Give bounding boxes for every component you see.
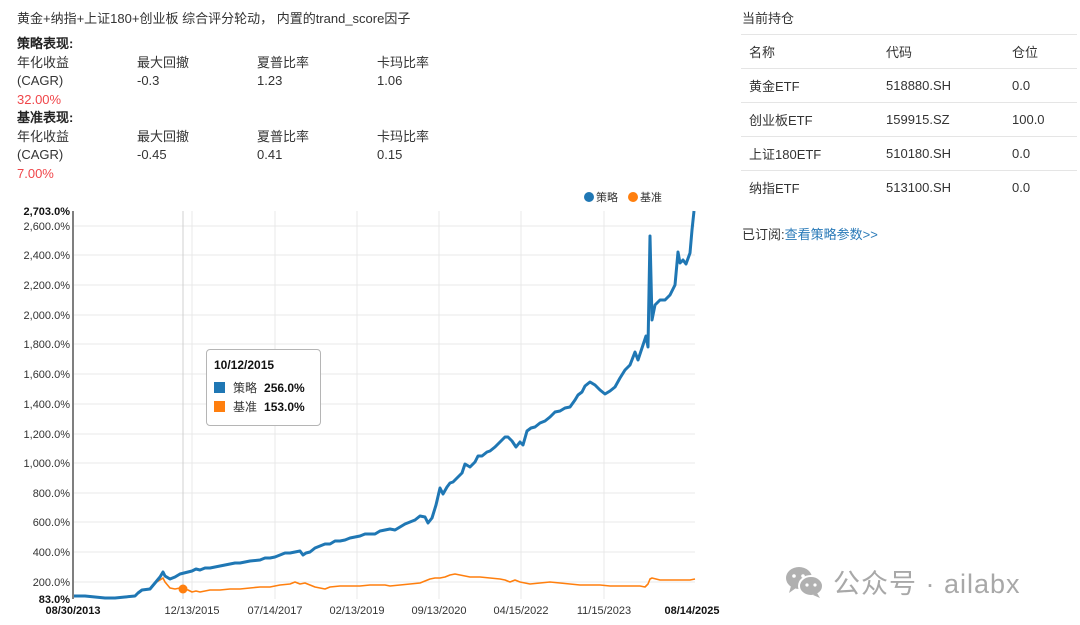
holdings-header-row: 名称 代码 仓位 xyxy=(741,34,1077,69)
equity-curve-chart[interactable]: 2,703.0% 2,600.0% 2,400.0% 2,200.0% 2,00… xyxy=(0,200,720,625)
svg-text:83.0%: 83.0% xyxy=(39,594,70,606)
tooltip-series-value: 256.0% xyxy=(264,380,305,395)
cagr-sublabel: (CAGR) xyxy=(17,73,64,88)
calmar-value: 1.06 xyxy=(377,73,403,88)
holdings-title: 当前持仓 xyxy=(742,11,795,26)
calmar-label: 卡玛比率 xyxy=(377,128,430,144)
svg-text:11/15/2023: 11/15/2023 xyxy=(577,605,631,617)
svg-text:200.0%: 200.0% xyxy=(33,577,71,589)
svg-text:2,000.0%: 2,000.0% xyxy=(24,310,71,322)
legend-dot-icon xyxy=(584,192,594,202)
strategy-title: 黄金+纳指+上证180+创业板 综合评分轮动， 内置的trand_score因子 xyxy=(17,11,411,26)
watermark-text: 公众号 · ailabx xyxy=(833,569,1021,599)
svg-text:600.0%: 600.0% xyxy=(33,517,71,529)
cagr-sublabel: (CAGR) xyxy=(17,147,64,162)
holding-code: 159915.SZ xyxy=(878,102,1004,137)
sharpe-label: 夏普比率 xyxy=(257,128,310,144)
max-drawdown-label: 最大回撤 xyxy=(137,54,190,70)
holding-name: 上证180ETF xyxy=(741,136,878,171)
subscription-status: 已订阅:查看策略参数>> xyxy=(742,224,878,243)
cagr-label: 年化收益 xyxy=(17,128,70,144)
tooltip-row-benchmark: 基准 153.0% xyxy=(214,397,320,416)
benchmark-performance: 基准表现: 年化收益 最大回撤 夏普比率 卡玛比率 (CAGR) -0.45 0… xyxy=(17,109,497,183)
watermark: 公众号 · ailabx xyxy=(785,562,1021,601)
legend-item-strategy[interactable]: 策略 xyxy=(584,189,618,205)
legend-label: 基准 xyxy=(640,192,662,204)
svg-text:400.0%: 400.0% xyxy=(33,547,71,559)
sharpe-value: 0.41 xyxy=(257,147,283,162)
table-row: 纳指ETF 513100.SH 0.0 xyxy=(741,170,1077,205)
table-row: 黄金ETF 518880.SH 0.0 xyxy=(741,68,1077,103)
subscribed-label: 已订阅: xyxy=(742,227,785,242)
wechat-icon xyxy=(786,566,824,598)
svg-text:1,800.0%: 1,800.0% xyxy=(24,339,71,351)
holding-weight: 0.0 xyxy=(1004,136,1077,171)
chart-legend: 策略 基准 xyxy=(584,189,662,205)
svg-text:09/13/2020: 09/13/2020 xyxy=(411,605,466,617)
svg-text:12/13/2015: 12/13/2015 xyxy=(164,605,219,617)
max-drawdown-value: -0.45 xyxy=(137,147,167,162)
strategy-series-line xyxy=(74,210,696,600)
svg-text:1,200.0%: 1,200.0% xyxy=(24,429,71,441)
holding-name: 黄金ETF xyxy=(741,68,878,103)
hover-point-marker xyxy=(178,584,188,594)
max-drawdown-label: 最大回撤 xyxy=(137,128,190,144)
table-row: 上证180ETF 510180.SH 0.0 xyxy=(741,136,1077,171)
svg-text:1,400.0%: 1,400.0% xyxy=(24,399,71,411)
vertical-gridlines xyxy=(191,211,605,599)
svg-text:2,600.0%: 2,600.0% xyxy=(24,221,71,233)
holding-weight: 0.0 xyxy=(1004,68,1077,103)
legend-dot-icon xyxy=(628,192,638,202)
cagr-value: 32.00% xyxy=(17,91,62,107)
cagr-value: 7.00% xyxy=(17,165,54,181)
holding-name: 纳指ETF xyxy=(741,170,878,205)
benchmark-performance-heading: 基准表现: xyxy=(17,110,74,125)
column-header-code: 代码 xyxy=(878,34,1004,69)
horizontal-gridlines xyxy=(74,225,695,583)
svg-text:800.0%: 800.0% xyxy=(33,488,71,500)
holding-weight: 0.0 xyxy=(1004,170,1077,205)
tooltip-series-name: 基准 xyxy=(233,400,258,414)
tooltip-series-name: 策略 xyxy=(233,381,258,395)
holding-code: 513100.SH xyxy=(878,170,1004,205)
svg-text:2,703.0%: 2,703.0% xyxy=(24,206,71,218)
max-drawdown-value: -0.3 xyxy=(137,73,160,88)
column-header-name: 名称 xyxy=(741,34,878,69)
column-header-weight: 仓位 xyxy=(1004,34,1077,69)
svg-text:2,400.0%: 2,400.0% xyxy=(24,250,71,262)
series-swatch-icon xyxy=(214,401,225,412)
holding-code: 518880.SH xyxy=(878,68,1004,103)
strategy-performance: 策略表现: 年化收益 最大回撤 夏普比率 卡玛比率 (CAGR) -0.3 1.… xyxy=(17,35,497,109)
svg-text:1,600.0%: 1,600.0% xyxy=(24,369,71,381)
series-swatch-icon xyxy=(214,382,225,393)
svg-text:02/13/2019: 02/13/2019 xyxy=(329,605,384,617)
calmar-label: 卡玛比率 xyxy=(377,54,430,70)
holding-weight: 100.0 xyxy=(1004,102,1077,137)
view-strategy-params-link[interactable]: 查看策略参数>> xyxy=(784,227,878,242)
table-row: 创业板ETF 159915.SZ 100.0 xyxy=(741,102,1077,137)
svg-text:1,000.0%: 1,000.0% xyxy=(24,458,71,470)
sharpe-value: 1.23 xyxy=(257,73,283,88)
svg-text:2,200.0%: 2,200.0% xyxy=(24,280,71,292)
holding-name: 创业板ETF xyxy=(741,102,878,137)
svg-text:04/15/2022: 04/15/2022 xyxy=(493,605,548,617)
tooltip-date: 10/12/2015 xyxy=(214,358,275,372)
holdings-table: 名称 代码 仓位 黄金ETF 518880.SH 0.0 创业板ETF 1599… xyxy=(741,34,1077,205)
legend-label: 策略 xyxy=(596,192,618,204)
sharpe-label: 夏普比率 xyxy=(257,54,310,70)
holding-code: 510180.SH xyxy=(878,136,1004,171)
svg-text:07/14/2017: 07/14/2017 xyxy=(247,605,302,617)
x-axis-labels: 08/30/2013 12/13/2015 07/14/2017 02/13/2… xyxy=(45,605,719,617)
tooltip-row-strategy: 策略 256.0% xyxy=(214,378,320,397)
y-axis-labels: 2,703.0% 2,600.0% 2,400.0% 2,200.0% 2,00… xyxy=(24,206,71,606)
benchmark-series-line xyxy=(74,573,696,599)
svg-text:08/30/2013: 08/30/2013 xyxy=(45,605,100,617)
chart-tooltip: 10/12/2015 策略 256.0% 基准 153.0% xyxy=(206,349,321,426)
strategy-performance-heading: 策略表现: xyxy=(17,36,74,51)
svg-text:08/14/2025: 08/14/2025 xyxy=(664,605,719,617)
legend-item-benchmark[interactable]: 基准 xyxy=(628,189,662,205)
tooltip-series-value: 153.0% xyxy=(264,399,305,414)
calmar-value: 0.15 xyxy=(377,147,403,162)
cagr-label: 年化收益 xyxy=(17,54,70,70)
